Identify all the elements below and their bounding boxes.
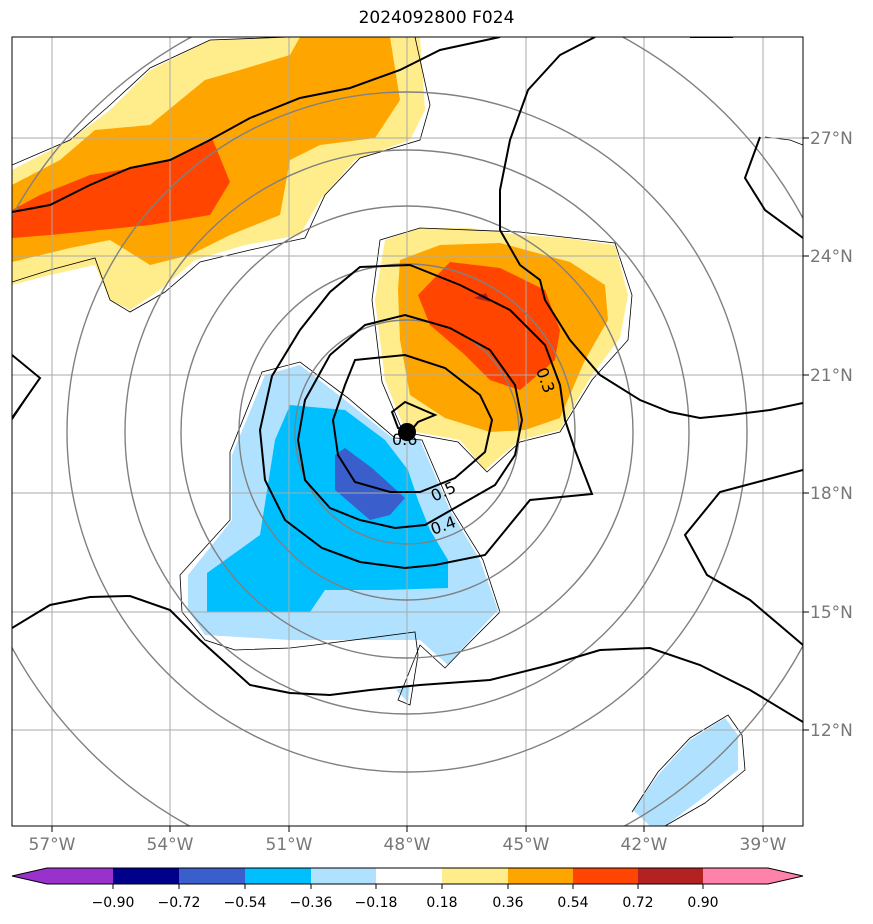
shade-nw-red bbox=[12, 138, 230, 238]
range-rings bbox=[12, 37, 803, 826]
colorbar-outline bbox=[11, 867, 804, 885]
lon-label-42w: 42°W bbox=[621, 835, 668, 855]
lon-label-39w: 39°W bbox=[740, 835, 787, 855]
shade-neg-royal bbox=[335, 448, 405, 520]
longitude-labels: 57°W 54°W 51°W 48°W 45°W 42°W 39°W bbox=[29, 835, 787, 855]
colorbar-bin-8 bbox=[508, 868, 573, 884]
lat-label-24n: 24°N bbox=[810, 247, 853, 267]
colorbar: −0.90 −0.72 −0.54 −0.36 −0.18 0.18 0.36 … bbox=[11, 867, 804, 911]
lon-label-51w: 51°W bbox=[266, 835, 313, 855]
shade-c-red bbox=[418, 262, 560, 390]
storm-center-marker bbox=[398, 423, 416, 441]
latitude-labels: 27°N 24°N 21°N 18°N 15°N 12°N bbox=[810, 129, 853, 741]
lon-label-48w: 48°W bbox=[384, 835, 431, 855]
lon-label-54w: 54°W bbox=[147, 835, 194, 855]
colorbar-bin-11 bbox=[703, 868, 768, 884]
lat-label-15n: 15°N bbox=[810, 603, 853, 623]
colorbar-bin-4 bbox=[245, 868, 311, 884]
colorbar-bin-5 bbox=[311, 868, 376, 884]
colorbar-tick-10: 0.90 bbox=[687, 895, 718, 911]
colorbar-tick-2: −0.72 bbox=[158, 895, 201, 911]
colorbar-bin-9 bbox=[573, 868, 638, 884]
shading-layer bbox=[12, 37, 738, 826]
colorbar-tick-9: 0.72 bbox=[622, 895, 653, 911]
map-title: 2024092800 F024 bbox=[358, 8, 515, 28]
colorbar-extend-high bbox=[768, 868, 803, 884]
colorbar-tick-5: −0.18 bbox=[355, 895, 398, 911]
colorbar-tick-7: 0.36 bbox=[492, 895, 523, 911]
colorbar-extend-low bbox=[12, 868, 47, 884]
colorbar-tick-8: 0.54 bbox=[557, 895, 588, 911]
shade-se-light-blue bbox=[633, 718, 738, 826]
colorbar-tick-4: −0.36 bbox=[290, 895, 333, 911]
colorbar-bin-10 bbox=[638, 868, 703, 884]
shade-neg-blue bbox=[207, 405, 448, 612]
contour-lines bbox=[12, 37, 803, 723]
shade-c-dark-red bbox=[474, 293, 490, 302]
lon-label-57w: 57°W bbox=[29, 835, 76, 855]
lat-label-18n: 18°N bbox=[810, 484, 853, 504]
colorbar-tick-3: −0.54 bbox=[224, 895, 267, 911]
lat-label-12n: 12°N bbox=[810, 721, 853, 741]
colorbar-bin-2 bbox=[113, 868, 179, 884]
colorbar-bin-3 bbox=[179, 868, 245, 884]
lat-label-27n: 27°N bbox=[810, 129, 853, 149]
lat-label-21n: 21°N bbox=[810, 366, 853, 386]
colorbar-bin-1 bbox=[47, 868, 113, 884]
graticule bbox=[12, 37, 803, 826]
tick-marks bbox=[51, 137, 809, 832]
colorbar-bin-7 bbox=[442, 868, 508, 884]
colorbar-tick-6: 0.18 bbox=[426, 895, 457, 911]
colorbar-tick-1: −0.90 bbox=[92, 895, 135, 911]
colorbar-bin-6 bbox=[376, 868, 442, 884]
lon-label-45w: 45°W bbox=[503, 835, 550, 855]
